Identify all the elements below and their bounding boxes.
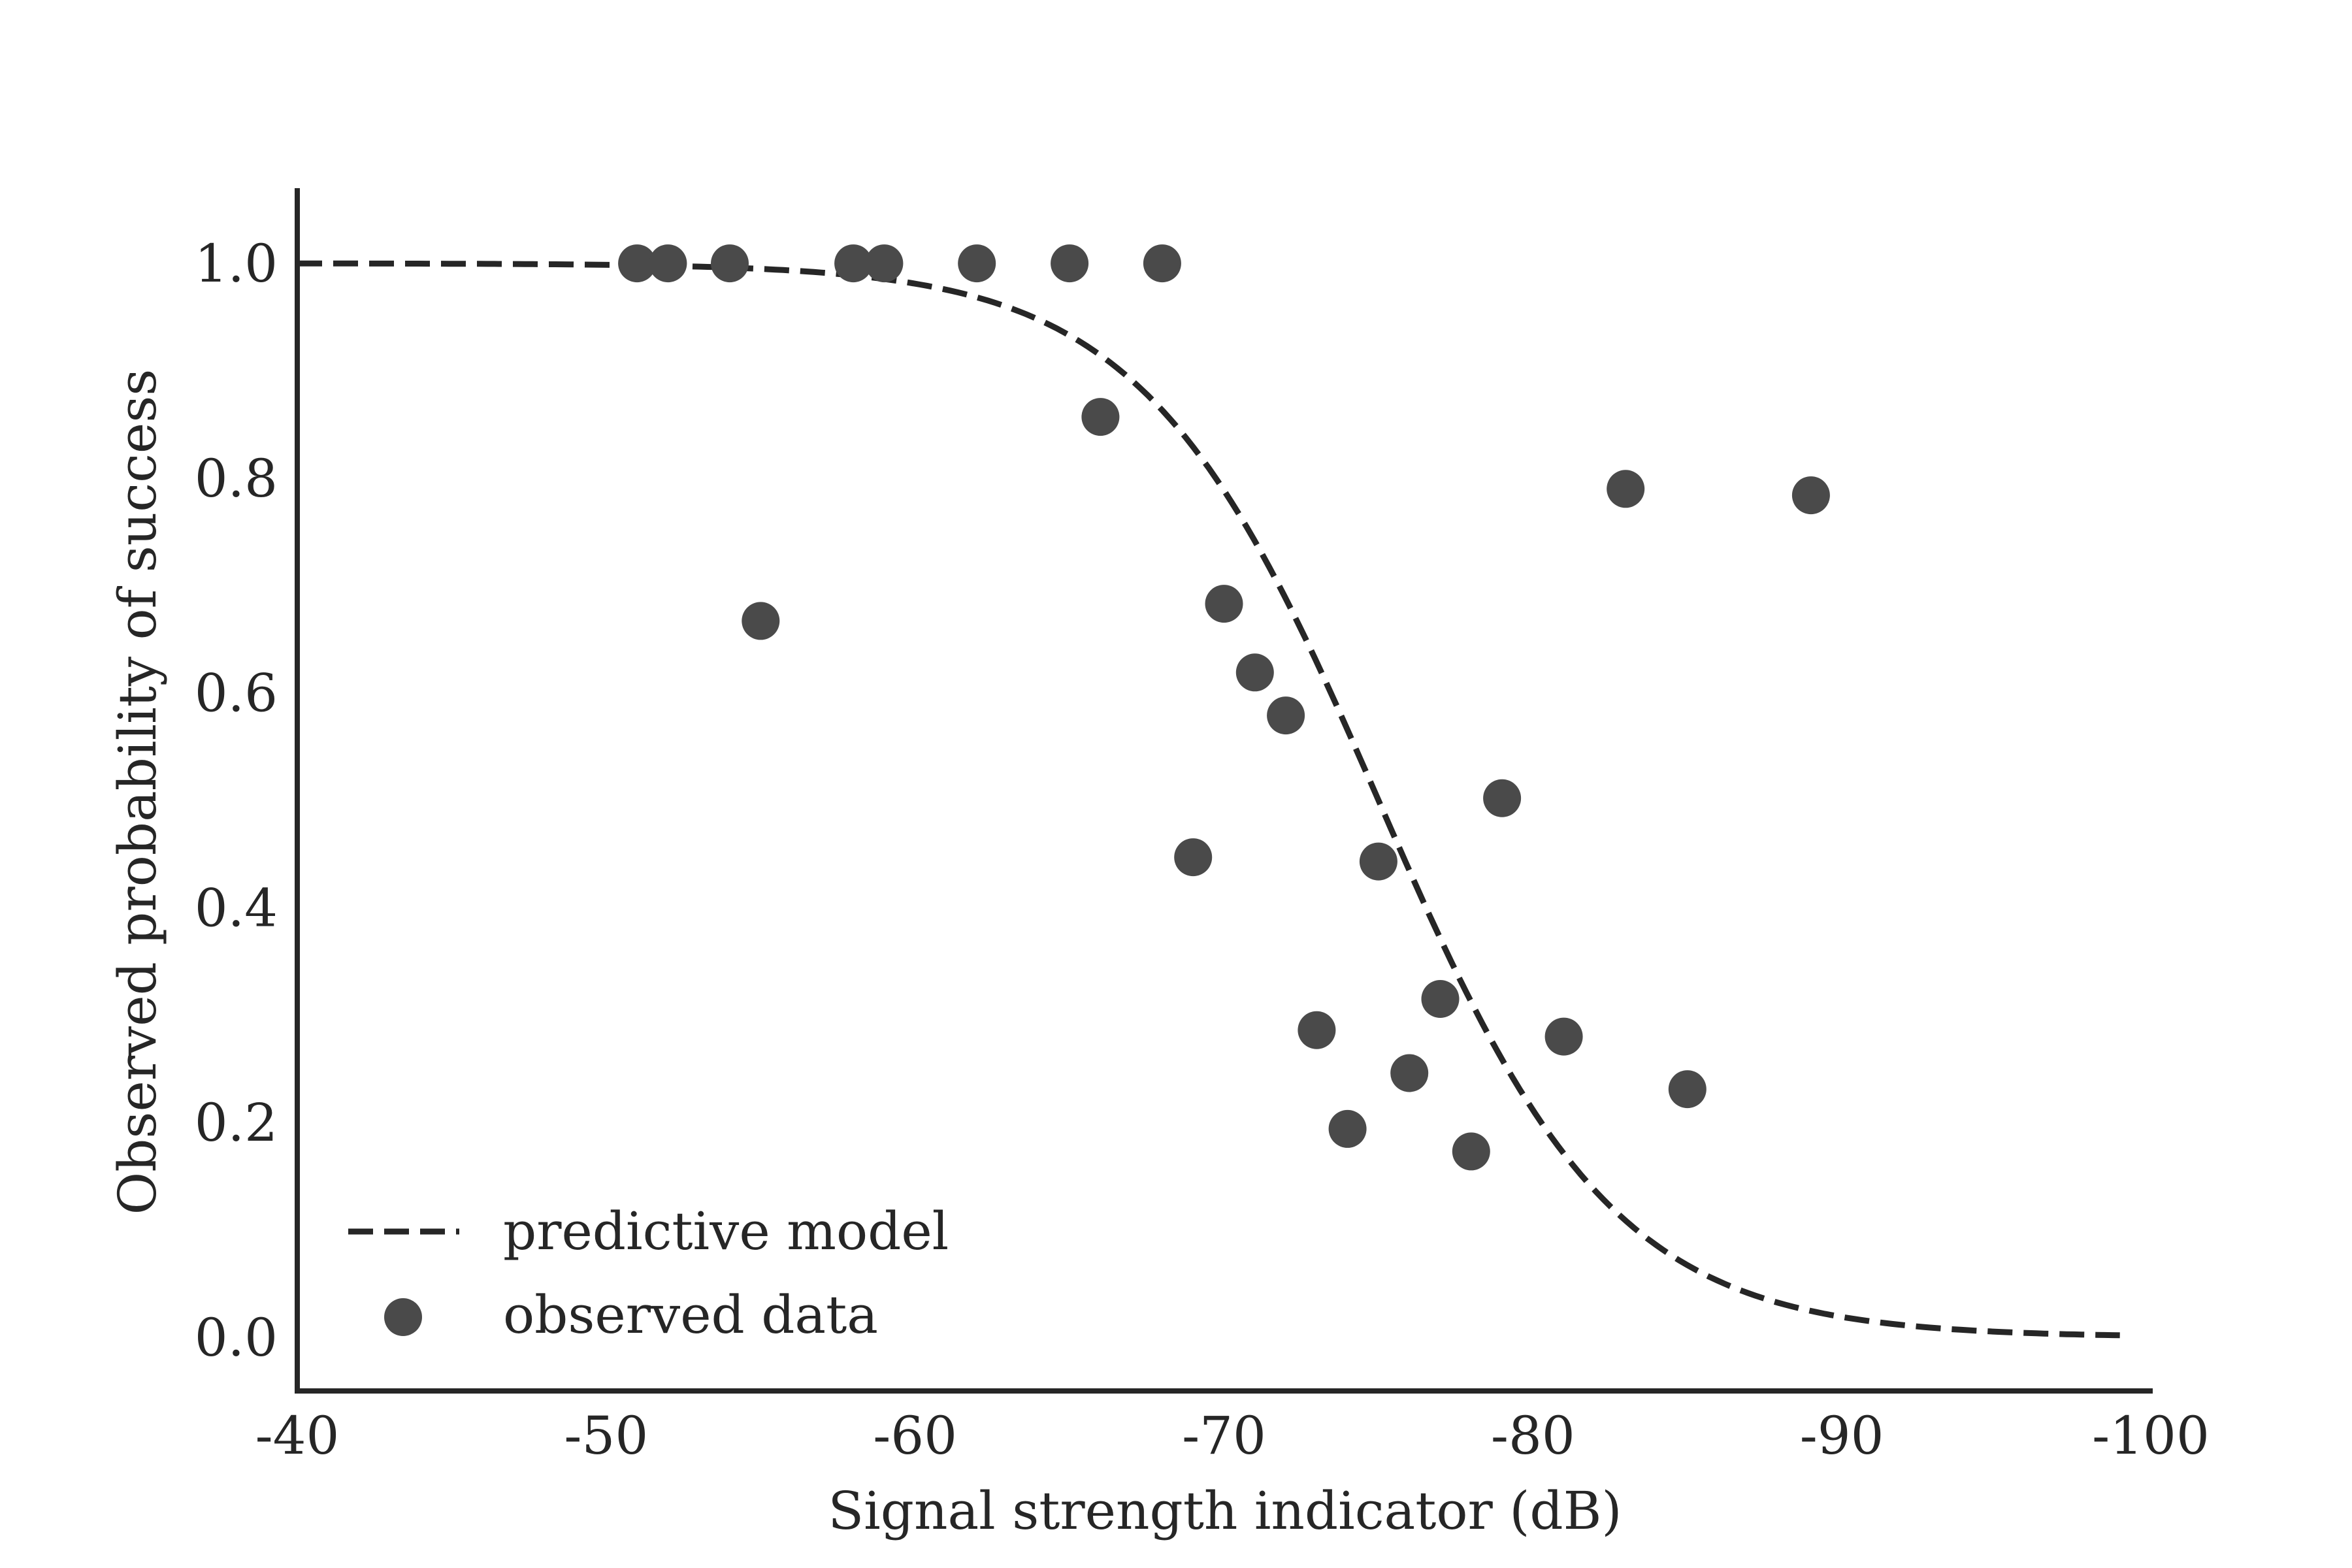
legend-model-label: predictive model <box>503 1201 949 1262</box>
x-axis-label: Signal strength indicator (dB) <box>828 1480 1622 1541</box>
data-point <box>1328 1109 1367 1148</box>
data-point <box>1359 842 1397 881</box>
data-point <box>711 244 749 283</box>
y-tick-label: 0.0 <box>195 1307 278 1368</box>
y-axis-label: Observed probability of success <box>107 369 168 1215</box>
legend-observed-swatch <box>384 1298 422 1336</box>
x-tick-labels: -40 -50 -60 -70 -80 -90 -100 <box>255 1405 2210 1466</box>
data-point <box>834 244 873 283</box>
data-point <box>865 244 904 283</box>
data-point <box>958 244 996 283</box>
data-point <box>1452 1132 1490 1171</box>
x-tick-label: -70 <box>1182 1405 1266 1466</box>
data-point <box>649 244 687 283</box>
data-point <box>1390 1054 1429 1092</box>
data-point <box>1544 1017 1583 1056</box>
data-point <box>1483 779 1522 817</box>
data-point <box>1668 1070 1707 1109</box>
y-tick-label: 1.0 <box>195 233 278 294</box>
x-tick-label: -90 <box>1800 1405 1884 1466</box>
y-tick-labels: 0.0 0.2 0.4 0.6 0.8 1.0 <box>195 233 278 1368</box>
y-tick-label: 0.6 <box>195 663 278 724</box>
y-tick-label: 0.4 <box>195 877 278 938</box>
model-line <box>297 260 2120 1339</box>
data-point <box>618 244 657 283</box>
x-tick-label: -80 <box>1491 1405 1575 1466</box>
data-point <box>1267 696 1305 735</box>
legend: predictive model observed data <box>348 1201 949 1345</box>
x-tick-label: -60 <box>873 1405 957 1466</box>
model-line-layer <box>297 260 2120 1339</box>
data-point <box>1791 476 1830 515</box>
data-points-layer <box>618 244 1830 1171</box>
data-point <box>1607 470 1645 508</box>
data-point <box>1174 838 1213 877</box>
legend-observed-label: observed data <box>503 1284 878 1345</box>
data-point <box>1205 585 1243 623</box>
data-point <box>1143 244 1181 283</box>
data-point <box>1298 1011 1336 1049</box>
data-point <box>1421 980 1460 1018</box>
data-point <box>742 602 780 640</box>
data-point <box>1235 653 1274 692</box>
y-tick-label: 0.2 <box>195 1092 278 1153</box>
y-tick-label: 0.8 <box>195 448 278 509</box>
data-point <box>1051 244 1089 283</box>
data-point <box>1081 398 1120 436</box>
x-tick-label: -40 <box>255 1405 340 1466</box>
x-tick-label: -100 <box>2092 1405 2210 1466</box>
x-tick-label: -50 <box>564 1405 648 1466</box>
